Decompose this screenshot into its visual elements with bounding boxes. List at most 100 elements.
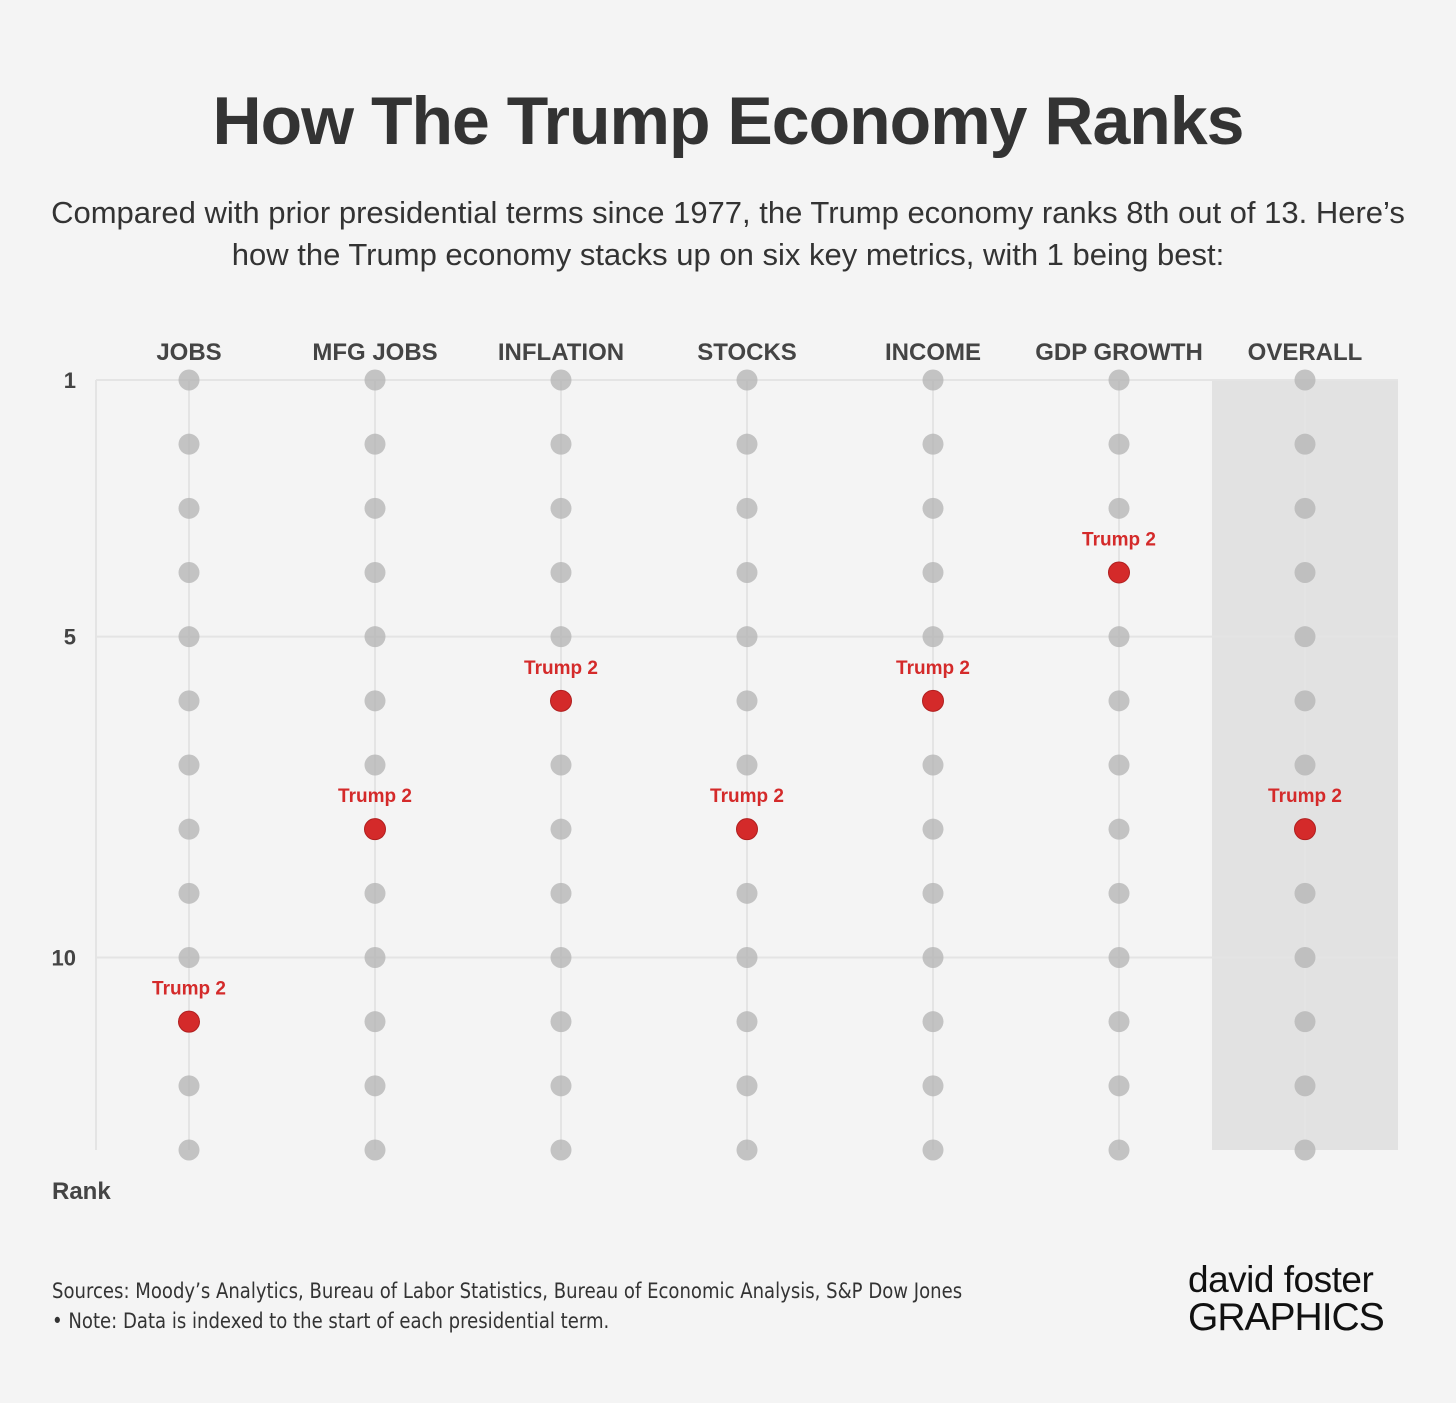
highlight-label: Trump 2 [710, 786, 784, 807]
rank-dot [364, 947, 386, 968]
category-label: JOBS [156, 339, 221, 366]
rank-dot [550, 497, 572, 519]
rank-dot [550, 818, 572, 840]
highlight-label: Trump 2 [524, 658, 598, 679]
rank-dot [1294, 433, 1316, 455]
rank-dot [178, 562, 200, 583]
highlight-label: Trump 2 [1082, 530, 1156, 551]
category-label: STOCKS [697, 339, 797, 366]
rank-dot [178, 497, 200, 519]
rank-dot [1294, 562, 1316, 583]
rank-dot [364, 562, 386, 583]
rank-dot [922, 1139, 944, 1161]
rank-dot [922, 818, 944, 840]
chart-subtitle: Compared with prior presidential terms s… [51, 195, 1405, 272]
highlight-label: Trump 2 [896, 658, 970, 679]
rank-dot [1294, 1011, 1316, 1033]
rank-dot [364, 882, 386, 904]
rank-dot [736, 754, 758, 776]
rank-dot [1294, 626, 1316, 648]
rank-dot [922, 497, 944, 519]
highlight-label: Trump 2 [152, 979, 226, 1000]
rank-dot [1108, 433, 1130, 455]
rank-dot [178, 754, 200, 776]
rank-dot [364, 369, 386, 391]
rank-dot [178, 433, 200, 455]
category-label: GDP GROWTH [1035, 339, 1203, 366]
rank-dot [550, 754, 572, 776]
rank-dot [178, 1139, 200, 1161]
rank-dot [364, 433, 386, 455]
rank-dot [178, 947, 200, 968]
rank-dot [178, 1075, 200, 1097]
rank-dot [922, 562, 944, 583]
chart-title: How The Trump Economy Ranks [212, 83, 1245, 159]
rank-dot [178, 882, 200, 904]
rank-dot [178, 818, 200, 840]
rank-dot [550, 562, 572, 583]
rank-dot [178, 626, 200, 648]
rank-dot [550, 1139, 572, 1161]
rank-dot [1108, 882, 1130, 904]
rank-dot [736, 882, 758, 904]
rank-dot [550, 626, 572, 648]
highlight-dot [550, 689, 572, 712]
rank-dot [364, 626, 386, 648]
rank-dot [736, 433, 758, 455]
category-label: INFLATION [498, 339, 624, 366]
highlight-dot [364, 818, 386, 841]
rank-dot [364, 1139, 386, 1161]
rank-dot [736, 626, 758, 648]
rank-dot [922, 1075, 944, 1097]
note-text: • Note: Data is indexed to the start of … [52, 1309, 610, 1333]
rank-dot [922, 947, 944, 968]
rank-dot [1108, 690, 1130, 712]
rank-dot [550, 947, 572, 968]
rank-dot [1294, 882, 1316, 904]
category-label: MFG JOBS [312, 339, 437, 366]
rank-dot [550, 1075, 572, 1097]
rank-dot [922, 433, 944, 455]
rank-dot [550, 369, 572, 391]
rank-dot [1108, 1139, 1130, 1161]
rank-dot [550, 882, 572, 904]
rank-dot [364, 1011, 386, 1033]
rank-dot [736, 369, 758, 391]
highlight-label: Trump 2 [1268, 786, 1342, 807]
rank-dot [736, 562, 758, 583]
rank-dot [1108, 369, 1130, 391]
category-label: INCOME [885, 339, 981, 366]
rank-dot [1294, 690, 1316, 712]
rank-dot [922, 754, 944, 776]
rank-dot [178, 369, 200, 391]
rank-dot [922, 369, 944, 391]
y-axis-label: Rank [52, 1178, 111, 1205]
logo: david foster GRAPHICS [1188, 1259, 1408, 1338]
rank-dot [1108, 497, 1130, 519]
rank-dot [736, 1139, 758, 1161]
rank-dot [550, 1011, 572, 1033]
rank-dot [1294, 1075, 1316, 1097]
rank-dot [1108, 1075, 1130, 1097]
logo-line1: david foster [1188, 1259, 1374, 1300]
highlight-dot [1108, 561, 1130, 584]
rank-dot [736, 497, 758, 519]
sources-text: Sources: Moody’s Analytics, Bureau of La… [52, 1279, 963, 1303]
rank-dot [1294, 1139, 1316, 1161]
rank-dot [364, 754, 386, 776]
rank-dot [1108, 947, 1130, 968]
rank-dot [1294, 369, 1316, 391]
rank-dot [178, 690, 200, 712]
rank-dot [364, 1075, 386, 1097]
rank-dot [1294, 754, 1316, 776]
rank-dot [1108, 818, 1130, 840]
highlight-label: Trump 2 [338, 786, 412, 807]
rank-dot [1108, 754, 1130, 776]
rank-dot [922, 1011, 944, 1033]
footer: Sources: Moody’s Analytics, Bureau of La… [52, 1276, 962, 1336]
category-label: OVERALL [1248, 339, 1363, 366]
rank-dot [550, 433, 572, 455]
highlight-dot [1294, 818, 1316, 841]
